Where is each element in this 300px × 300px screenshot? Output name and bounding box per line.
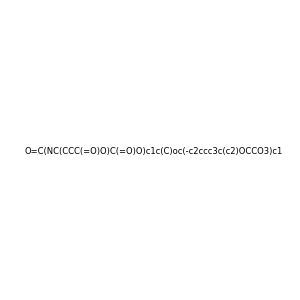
Text: O=C(NC(CCC(=O)O)C(=O)O)c1c(C)oc(-c2ccc3c(c2)OCCO3)c1: O=C(NC(CCC(=O)O)C(=O)O)c1c(C)oc(-c2ccc3c… — [25, 147, 283, 156]
